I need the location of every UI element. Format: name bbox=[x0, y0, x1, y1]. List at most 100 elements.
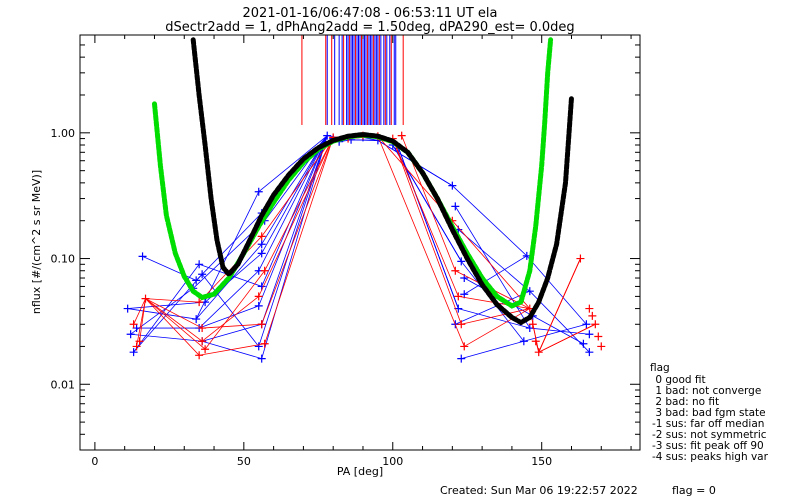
series-red bbox=[129, 131, 606, 360]
series-connector bbox=[145, 298, 206, 350]
flag-value: flag = 0 bbox=[672, 484, 716, 497]
series-connector bbox=[398, 148, 459, 309]
data-point bbox=[254, 301, 263, 310]
series-connector bbox=[351, 139, 378, 141]
data-point bbox=[460, 342, 469, 351]
series-connector bbox=[264, 137, 334, 344]
y-axis-label: nflux [#/(cm^2 s sr MeV)] bbox=[30, 170, 43, 314]
x-tick-label: 100 bbox=[382, 455, 403, 468]
data-point bbox=[192, 276, 201, 285]
data-point bbox=[254, 187, 263, 196]
data-point bbox=[257, 232, 266, 241]
series-connector bbox=[204, 270, 265, 350]
data-point bbox=[451, 202, 460, 211]
data-point bbox=[457, 257, 466, 266]
series-connector bbox=[526, 255, 587, 325]
flag-legend-item: -4 sus: peaks high var bbox=[652, 451, 769, 463]
series-connector bbox=[261, 137, 334, 325]
data-point bbox=[257, 320, 266, 329]
series-connector bbox=[145, 298, 203, 329]
fit-curve-black bbox=[190, 37, 574, 326]
data-point bbox=[198, 270, 207, 279]
data-point bbox=[198, 324, 207, 333]
data-point bbox=[129, 348, 138, 357]
data-point bbox=[588, 311, 597, 320]
data-point bbox=[451, 266, 460, 275]
series-connector bbox=[461, 340, 524, 359]
series-connector bbox=[145, 298, 200, 303]
data-point bbox=[585, 348, 594, 357]
series-connector bbox=[377, 136, 465, 347]
data-point bbox=[525, 287, 534, 296]
series-connector bbox=[458, 308, 530, 329]
x-axis-label: PA [deg] bbox=[337, 465, 383, 478]
series-connector bbox=[392, 138, 459, 297]
data-point bbox=[257, 240, 266, 249]
data-point bbox=[582, 320, 591, 329]
flag-legend-item: -2 sus: not symmetric bbox=[652, 429, 767, 441]
series-connector bbox=[464, 308, 530, 347]
data-point bbox=[198, 337, 207, 346]
data-point bbox=[201, 345, 210, 354]
series-connector bbox=[258, 135, 328, 193]
data-point bbox=[519, 337, 528, 346]
series-connector bbox=[538, 258, 581, 353]
data-point bbox=[448, 181, 457, 190]
series-connector bbox=[455, 290, 530, 325]
data-point bbox=[591, 320, 600, 329]
data-point bbox=[141, 294, 150, 303]
series-connector bbox=[461, 308, 530, 325]
data-point bbox=[132, 342, 141, 351]
pa-marker-lines bbox=[301, 35, 404, 125]
x-tick-label: 150 bbox=[531, 455, 552, 468]
series-connector bbox=[130, 333, 203, 342]
flag-legend: flag 0 good fit 1 bad: not converge 2 ba… bbox=[650, 362, 769, 463]
data-point bbox=[195, 260, 204, 269]
data-point bbox=[126, 330, 135, 339]
data-point bbox=[457, 354, 466, 363]
data-point bbox=[138, 252, 147, 261]
data-point bbox=[457, 320, 466, 329]
flag-legend-title: flag bbox=[650, 362, 670, 374]
data-point bbox=[579, 339, 588, 348]
series-connector bbox=[258, 135, 328, 307]
x-axis: 0 50 100 150 bbox=[91, 35, 632, 468]
series-connector bbox=[261, 137, 334, 237]
series-connector bbox=[139, 298, 146, 342]
data-point bbox=[576, 254, 585, 263]
series-connector bbox=[202, 323, 262, 342]
fit-curves bbox=[152, 37, 574, 326]
data-point bbox=[135, 337, 144, 346]
series-connector bbox=[454, 206, 531, 329]
data-point bbox=[195, 298, 204, 307]
series-connector bbox=[199, 305, 259, 329]
data-point bbox=[323, 131, 332, 140]
data-point bbox=[528, 320, 537, 329]
series-connector bbox=[201, 296, 259, 342]
data-point bbox=[257, 354, 266, 363]
flag-legend-item: -3 sus: fit peak off 90 bbox=[652, 440, 764, 452]
series-connector bbox=[199, 343, 265, 356]
series-connector bbox=[127, 301, 206, 309]
series-connector bbox=[392, 144, 462, 262]
flag-legend-item: -1 sus: far off median bbox=[652, 418, 764, 430]
data-point bbox=[260, 339, 269, 348]
series-connector bbox=[538, 323, 596, 353]
series-connector bbox=[261, 135, 328, 325]
series-connector bbox=[452, 220, 531, 309]
y-axis: 0.01 0.10 1.00 bbox=[51, 34, 640, 451]
series-connector bbox=[142, 256, 197, 281]
series-connector bbox=[198, 270, 260, 329]
series-blue bbox=[123, 131, 594, 363]
data-point bbox=[397, 131, 406, 140]
flag-legend-item: 3 bad: bad fgm state bbox=[652, 407, 766, 419]
series-connector bbox=[258, 137, 334, 297]
series-connector bbox=[261, 135, 328, 254]
x-tick-label: 0 bbox=[91, 455, 98, 468]
data-point bbox=[257, 249, 266, 258]
series-connector bbox=[258, 135, 328, 271]
data-point bbox=[123, 304, 132, 313]
series-connector bbox=[532, 315, 584, 345]
series-connector bbox=[392, 138, 462, 325]
